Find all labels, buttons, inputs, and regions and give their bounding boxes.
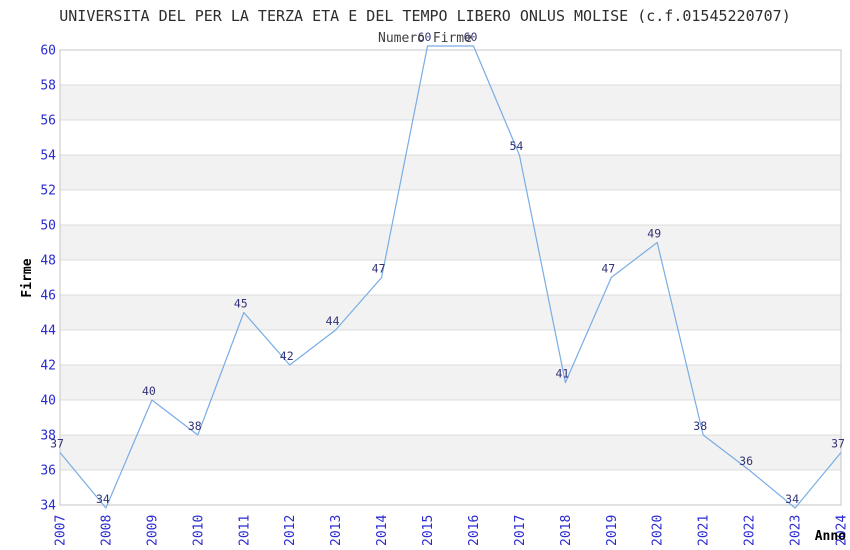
plot-background-band: [60, 435, 841, 470]
point-value-label: 34: [785, 492, 799, 506]
plot-background-band: [60, 365, 841, 400]
x-axis-label: Anno: [815, 529, 846, 544]
point-value-label: 60: [418, 30, 432, 44]
x-tick-label: 2019: [605, 515, 620, 546]
plot-background-band: [60, 295, 841, 330]
x-tick-label: 2012: [283, 515, 298, 546]
x-tick-label: 2021: [697, 515, 712, 546]
x-tick-label: 2008: [99, 515, 114, 546]
y-tick-label: 56: [40, 114, 56, 129]
x-tick-label: 2024: [835, 515, 850, 546]
point-value-label: 44: [326, 314, 340, 328]
point-value-label: 47: [601, 262, 615, 276]
x-tick-label: 2010: [191, 515, 206, 546]
y-tick-label: 48: [40, 254, 56, 269]
plot-background-band: [60, 85, 841, 120]
point-value-label: 49: [647, 227, 661, 241]
y-tick-label: 40: [40, 394, 56, 409]
point-value-label: 37: [50, 437, 64, 451]
x-tick-label: 2022: [743, 515, 758, 546]
chart-subtitle: Numero Firme: [378, 31, 472, 46]
x-tick-label: 2014: [375, 515, 390, 546]
y-tick-label: 50: [40, 219, 56, 234]
y-tick-label: 36: [40, 464, 56, 479]
y-axis-label: Firme: [20, 258, 35, 297]
series-line: [59, 45, 842, 509]
y-tick-label: 58: [40, 79, 56, 94]
y-tick-label: 60: [40, 44, 56, 59]
point-value-label: 42: [280, 349, 294, 363]
plot-background-band: [60, 225, 841, 260]
x-tick-label: 2013: [329, 515, 344, 546]
point-value-label: 36: [739, 454, 753, 468]
point-value-label: 41: [555, 367, 569, 381]
y-tick-label: 34: [40, 499, 56, 514]
x-tick-label: 2020: [651, 515, 666, 546]
x-tick-label: 2023: [789, 515, 804, 546]
point-value-label: 45: [234, 297, 248, 311]
y-tick-label: 38: [40, 429, 56, 444]
y-tick-label: 52: [40, 184, 56, 199]
plot-border: [59, 49, 842, 506]
chart-title: UNIVERSITA DEL PER LA TERZA ETA E DEL TE…: [59, 7, 791, 25]
point-value-label: 60: [464, 30, 478, 44]
x-tick-label: 2011: [237, 515, 252, 546]
x-tick-label: 2015: [421, 515, 436, 546]
point-value-label: 38: [693, 419, 707, 433]
y-tick-label: 54: [40, 149, 56, 164]
x-tick-label: 2007: [54, 515, 69, 546]
x-tick-label: 2016: [467, 515, 482, 546]
y-tick-label: 46: [40, 289, 56, 304]
point-value-label: 37: [831, 437, 845, 451]
x-tick-label: 2009: [145, 515, 160, 546]
y-tick-label: 44: [40, 324, 56, 339]
x-tick-label: 2018: [559, 515, 574, 546]
plot-background-band: [60, 155, 841, 190]
point-value-label: 54: [509, 139, 523, 153]
point-value-label: 47: [372, 262, 386, 276]
plot-area: 34 36 38 40 42 44 46 48 50 52 54 56 58 60 2007 2008 2009…: [40, 30, 849, 546]
point-value-label: 40: [142, 384, 156, 398]
x-tick-label: 2017: [513, 515, 528, 546]
point-value-label: 34: [96, 492, 110, 506]
y-tick-label: 42: [40, 359, 56, 374]
point-value-label: 38: [188, 419, 202, 433]
